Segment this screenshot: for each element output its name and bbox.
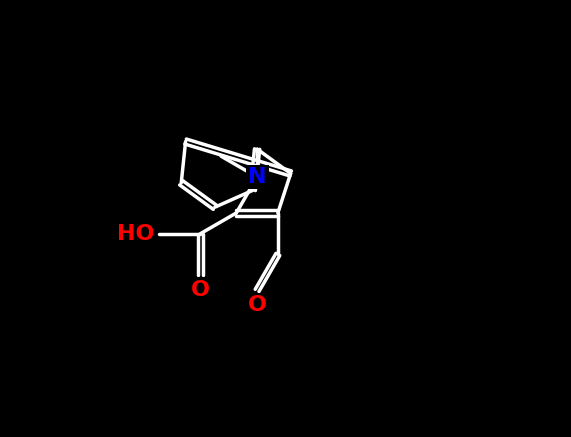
Text: O: O: [191, 280, 210, 300]
Text: N: N: [248, 167, 266, 187]
Text: HO: HO: [117, 224, 155, 244]
Text: O: O: [248, 295, 267, 315]
